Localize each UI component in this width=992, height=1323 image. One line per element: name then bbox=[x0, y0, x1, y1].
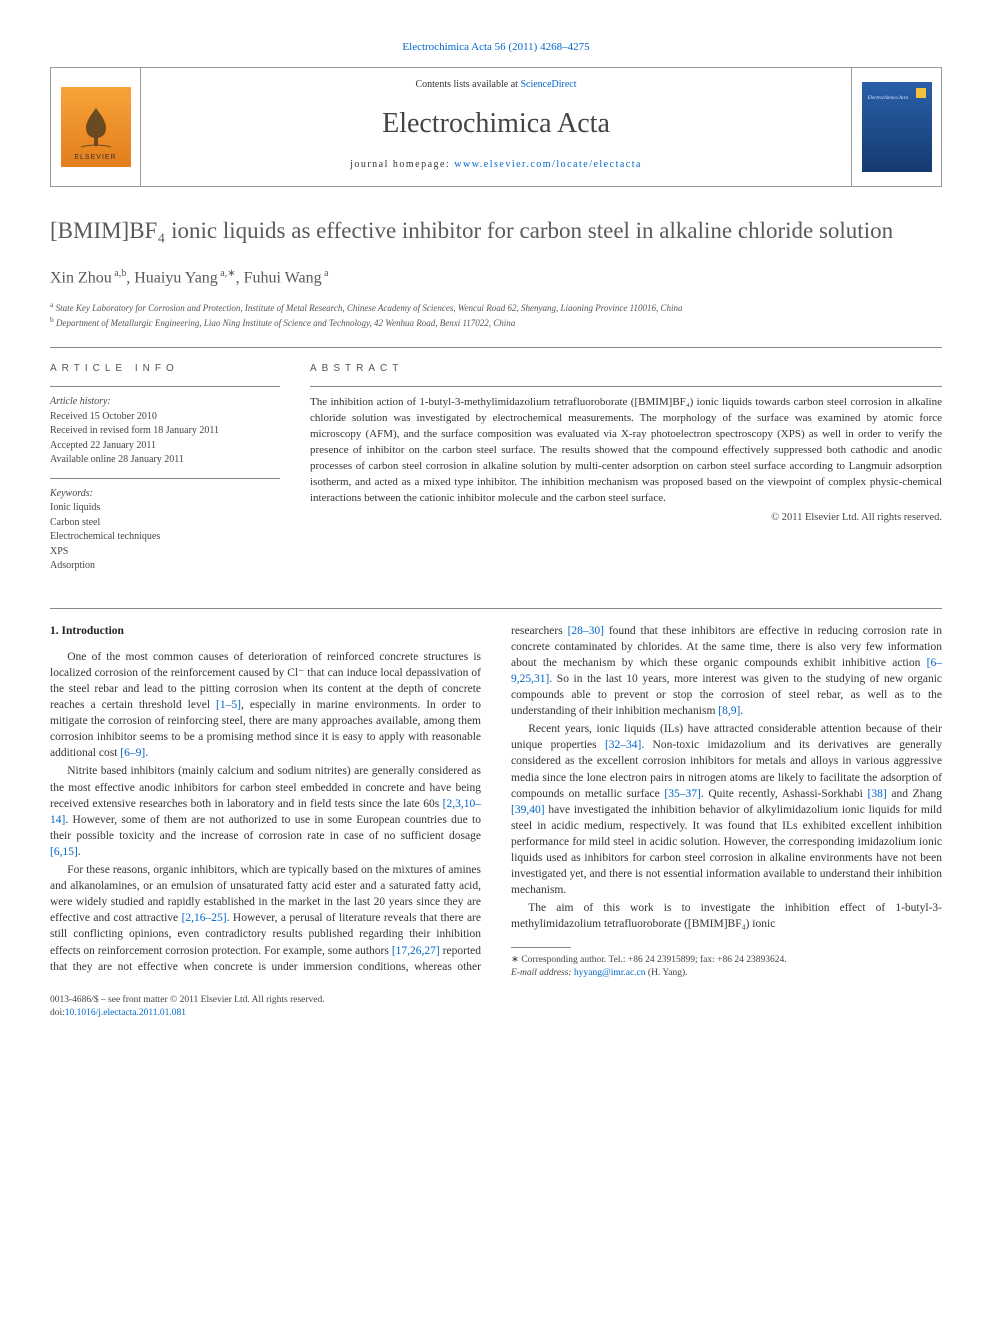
cover-thumb-cell: Electrochimica Acta bbox=[851, 68, 941, 185]
keyword-line: Adsorption bbox=[50, 559, 280, 574]
article-history-label: Article history: bbox=[50, 395, 280, 410]
doi-link[interactable]: 10.1016/j.electacta.2011.01.081 bbox=[65, 1008, 186, 1018]
divider-short bbox=[50, 478, 280, 479]
email-label: E-mail address: bbox=[511, 968, 574, 978]
sciencedirect-link[interactable]: ScienceDirect bbox=[520, 79, 576, 90]
divider-short bbox=[50, 386, 280, 387]
footnote-line1: Corresponding author. Tel.: +86 24 23915… bbox=[521, 955, 786, 965]
body-paragraph: The aim of this work is to investigate t… bbox=[511, 900, 942, 932]
divider-short bbox=[310, 386, 942, 387]
keywords-block: Keywords: Ionic liquidsCarbon steelElect… bbox=[50, 487, 280, 574]
keyword-line: Carbon steel bbox=[50, 516, 280, 531]
keywords-label: Keywords: bbox=[50, 487, 280, 502]
citation-link[interactable]: [32–34] bbox=[605, 739, 641, 751]
corresponding-email-link[interactable]: hyyang@imr.ac.cn bbox=[574, 968, 646, 978]
journal-reference: Electrochimica Acta 56 (2011) 4268–4275 bbox=[50, 40, 942, 55]
history-line: Received in revised form 18 January 2011 bbox=[50, 424, 280, 439]
homepage-line: journal homepage: www.elsevier.com/locat… bbox=[161, 158, 831, 172]
article-title: [BMIM]BF₄ ionic liquids as effective inh… bbox=[50, 217, 942, 246]
citation-link[interactable]: [6,15] bbox=[50, 846, 78, 858]
info-abstract-row: ARTICLE INFO Article history: Received 1… bbox=[50, 362, 942, 584]
citation-link[interactable]: [2,3,10–14] bbox=[50, 798, 481, 826]
affiliation-line: a State Key Laboratory for Corrosion and… bbox=[50, 300, 942, 315]
keyword-line: Electrochemical techniques bbox=[50, 530, 280, 545]
journal-cover-thumbnail: Electrochimica Acta bbox=[862, 82, 932, 172]
article-history-block: Article history: Received 15 October 201… bbox=[50, 395, 280, 468]
abstract-column: ABSTRACT The inhibition action of 1-buty… bbox=[310, 362, 942, 584]
doi-prefix: doi: bbox=[50, 1008, 65, 1018]
contents-line: Contents lists available at ScienceDirec… bbox=[161, 78, 831, 92]
cover-title: Electrochimica Acta bbox=[868, 96, 926, 102]
history-line: Available online 28 January 2011 bbox=[50, 453, 280, 468]
journal-name: Electrochimica Acta bbox=[161, 104, 831, 143]
citation-link[interactable]: [8,9] bbox=[718, 705, 740, 717]
abstract-copyright: © 2011 Elsevier Ltd. All rights reserved… bbox=[310, 511, 942, 526]
citation-link[interactable]: [6–9,25,31] bbox=[511, 657, 942, 685]
authors: Xin Zhou a,b, Huaiyu Yang a,∗, Fuhui Wan… bbox=[50, 267, 942, 290]
citation-link[interactable]: [1–5] bbox=[216, 699, 241, 711]
affiliation-line: b Department of Metallurgic Engineering,… bbox=[50, 315, 942, 330]
citation-link[interactable]: [39,40] bbox=[511, 804, 545, 816]
citation-link[interactable]: [38] bbox=[868, 788, 887, 800]
abstract-heading: ABSTRACT bbox=[310, 362, 942, 376]
article-info-column: ARTICLE INFO Article history: Received 1… bbox=[50, 362, 280, 584]
publisher-label: ELSEVIER bbox=[74, 153, 116, 163]
page-footer: 0013-4686/$ – see front matter © 2011 El… bbox=[50, 994, 942, 1021]
citation-link[interactable]: [35–37] bbox=[664, 788, 700, 800]
history-line: Received 15 October 2010 bbox=[50, 410, 280, 425]
citation-link[interactable]: [6–9] bbox=[120, 747, 145, 759]
homepage-prefix: journal homepage: bbox=[350, 159, 454, 170]
citation-link[interactable]: [2,16–25] bbox=[182, 912, 227, 924]
footnote-marker: ∗ bbox=[511, 955, 519, 965]
elsevier-logo: ELSEVIER bbox=[61, 87, 131, 167]
divider bbox=[50, 608, 942, 609]
elsevier-tree-icon bbox=[71, 103, 121, 153]
abstract-text: The inhibition action of 1-butyl-3-methy… bbox=[310, 395, 942, 507]
corresponding-author-footnote: ∗ Corresponding author. Tel.: +86 24 239… bbox=[511, 954, 942, 981]
journal-reference-link[interactable]: Electrochimica Acta 56 (2011) 4268–4275 bbox=[402, 41, 589, 53]
journal-header-box: ELSEVIER Contents lists available at Sci… bbox=[50, 67, 942, 186]
divider bbox=[50, 347, 942, 348]
keyword-line: XPS bbox=[50, 545, 280, 560]
journal-homepage-link[interactable]: www.elsevier.com/locate/electacta bbox=[454, 159, 642, 170]
header-center: Contents lists available at ScienceDirec… bbox=[141, 68, 851, 185]
citation-link[interactable]: [28–30] bbox=[568, 625, 604, 637]
front-matter-line: 0013-4686/$ – see front matter © 2011 El… bbox=[50, 994, 942, 1007]
keyword-line: Ionic liquids bbox=[50, 501, 280, 516]
contents-prefix: Contents lists available at bbox=[415, 79, 520, 90]
body-columns: 1. Introduction One of the most common c… bbox=[50, 623, 942, 980]
publisher-logo-cell: ELSEVIER bbox=[51, 68, 141, 185]
email-suffix: (H. Yang). bbox=[646, 968, 688, 978]
affiliations: a State Key Laboratory for Corrosion and… bbox=[50, 300, 942, 329]
citation-link[interactable]: [17,26,27] bbox=[392, 945, 440, 957]
body-paragraph: One of the most common causes of deterio… bbox=[50, 649, 481, 762]
history-line: Accepted 22 January 2011 bbox=[50, 439, 280, 454]
body-paragraph: Nitrite based inhibitors (mainly calcium… bbox=[50, 763, 481, 860]
article-info-heading: ARTICLE INFO bbox=[50, 362, 280, 376]
footnote-separator bbox=[511, 947, 571, 948]
body-paragraph: Recent years, ionic liquids (ILs) have a… bbox=[511, 721, 942, 898]
section-heading-introduction: 1. Introduction bbox=[50, 623, 481, 639]
